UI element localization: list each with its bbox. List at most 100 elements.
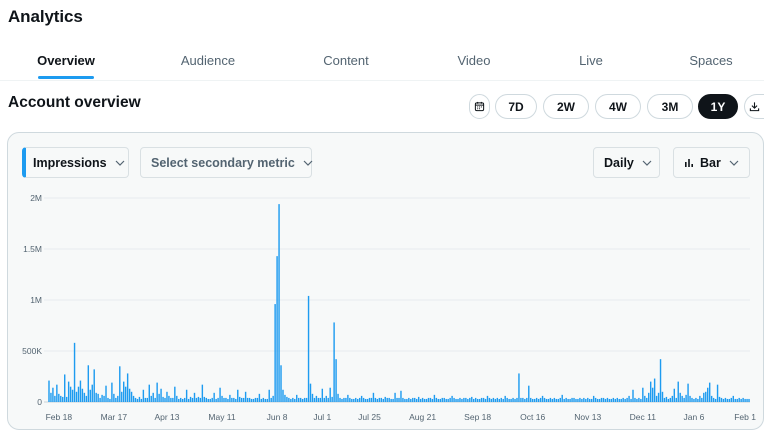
tab-audience[interactable]: Audience bbox=[180, 53, 236, 68]
range-7d-button[interactable]: 7D bbox=[495, 94, 537, 119]
chart-bar bbox=[355, 397, 357, 402]
chart-bar bbox=[219, 387, 221, 402]
chart-bar bbox=[724, 397, 727, 402]
chart-bar bbox=[195, 397, 198, 402]
tab-video[interactable]: Video bbox=[457, 53, 491, 68]
chart-bar bbox=[673, 388, 676, 402]
chart-bar bbox=[360, 395, 363, 402]
chart-bar bbox=[325, 395, 327, 402]
chart-bar bbox=[67, 381, 70, 402]
chart-bar bbox=[341, 398, 343, 402]
chart-bar bbox=[504, 395, 506, 402]
chart-bar bbox=[543, 397, 546, 402]
chart-bar bbox=[380, 397, 383, 402]
chart-bar bbox=[714, 398, 717, 402]
chart-bar bbox=[217, 397, 219, 402]
chart-bar bbox=[616, 397, 618, 402]
chart-type-dropdown[interactable]: Bar bbox=[673, 147, 750, 178]
download-button[interactable] bbox=[744, 94, 764, 119]
chart-bar bbox=[651, 387, 654, 402]
chart-bar bbox=[740, 398, 742, 402]
range-3m-button[interactable]: 3M bbox=[647, 94, 693, 119]
chart-bar bbox=[425, 398, 428, 402]
chart-bar bbox=[282, 389, 284, 402]
chart-bar bbox=[327, 397, 329, 402]
chart-bar bbox=[339, 397, 341, 402]
chart-bar bbox=[140, 398, 143, 402]
chart-bar bbox=[113, 393, 115, 402]
chart-bar bbox=[720, 397, 723, 402]
chevron-down-icon bbox=[115, 160, 125, 166]
chart-bar bbox=[272, 395, 274, 402]
chart-bar bbox=[309, 383, 312, 402]
chart-bar bbox=[524, 398, 526, 402]
chart-bar bbox=[160, 388, 162, 402]
chart-bar bbox=[111, 382, 113, 402]
tab-spaces[interactable]: Spaces bbox=[689, 53, 733, 68]
tab-overview[interactable]: Overview bbox=[26, 40, 106, 81]
chart-bar bbox=[225, 397, 227, 402]
chart-bar bbox=[79, 380, 82, 402]
chart-bar bbox=[246, 397, 249, 402]
range-4w-button[interactable]: 4W bbox=[595, 94, 641, 119]
chart-bar bbox=[604, 398, 607, 402]
chart-bar bbox=[164, 397, 166, 402]
bar-chart-icon bbox=[685, 158, 693, 167]
chart-bar bbox=[589, 398, 591, 402]
chart-bar bbox=[362, 397, 365, 402]
chart-bar bbox=[146, 397, 149, 402]
chart-bar bbox=[205, 397, 208, 402]
chart-bar bbox=[624, 398, 626, 402]
chart-bar bbox=[307, 295, 310, 402]
chart-bar bbox=[252, 398, 255, 402]
chart-bar bbox=[207, 398, 209, 402]
chart-bar bbox=[81, 388, 84, 402]
chart-bar bbox=[683, 397, 685, 402]
range-1y-button[interactable]: 1Y bbox=[698, 94, 738, 119]
chart-bar bbox=[528, 385, 530, 402]
chart-bar bbox=[520, 397, 522, 402]
chart-bar bbox=[274, 304, 276, 402]
chart-bar bbox=[65, 396, 68, 402]
chart-bar bbox=[382, 398, 384, 402]
chart-bar bbox=[508, 398, 510, 402]
secondary-metric-dropdown[interactable]: Select secondary metric bbox=[140, 147, 313, 178]
chart-bar bbox=[598, 398, 601, 402]
granularity-dropdown[interactable]: Daily bbox=[593, 147, 660, 178]
chart-bar bbox=[400, 390, 402, 402]
chart-bar bbox=[372, 392, 375, 402]
chart-bar bbox=[107, 397, 109, 402]
calendar-button[interactable] bbox=[469, 94, 490, 119]
chart-bar bbox=[661, 391, 664, 402]
chart-bar bbox=[398, 397, 400, 402]
chart-bar bbox=[663, 397, 666, 402]
chart-bar bbox=[738, 397, 740, 402]
chart-bar bbox=[732, 395, 734, 402]
range-2w-button[interactable]: 2W bbox=[543, 94, 589, 119]
chart-bar bbox=[606, 397, 609, 402]
primary-metric-dropdown[interactable]: Impressions bbox=[22, 147, 129, 178]
chart-bar bbox=[366, 398, 369, 402]
chart-bar bbox=[374, 397, 377, 402]
chart-bar bbox=[335, 359, 337, 402]
tab-content[interactable]: Content bbox=[323, 53, 369, 68]
chart-bar bbox=[128, 388, 131, 402]
chart-bar bbox=[447, 398, 449, 402]
y-tick-label: 1M bbox=[30, 295, 42, 305]
y-tick-label: 500K bbox=[22, 346, 42, 356]
chart-bar bbox=[648, 392, 650, 402]
chart-bar bbox=[315, 395, 318, 402]
chart-bar bbox=[502, 398, 504, 402]
chart-bar bbox=[488, 397, 491, 402]
chart-bar bbox=[537, 398, 540, 402]
chart-bar bbox=[176, 395, 178, 402]
chart-bar bbox=[577, 398, 579, 402]
chart-bar bbox=[437, 398, 440, 402]
chart-bar bbox=[229, 394, 231, 402]
chart-bar bbox=[657, 392, 660, 402]
chart-bar bbox=[132, 395, 135, 402]
chart-bar bbox=[539, 397, 542, 402]
chart-bar bbox=[52, 387, 54, 402]
chart-bar bbox=[506, 397, 508, 402]
tab-live[interactable]: Live bbox=[579, 53, 603, 68]
